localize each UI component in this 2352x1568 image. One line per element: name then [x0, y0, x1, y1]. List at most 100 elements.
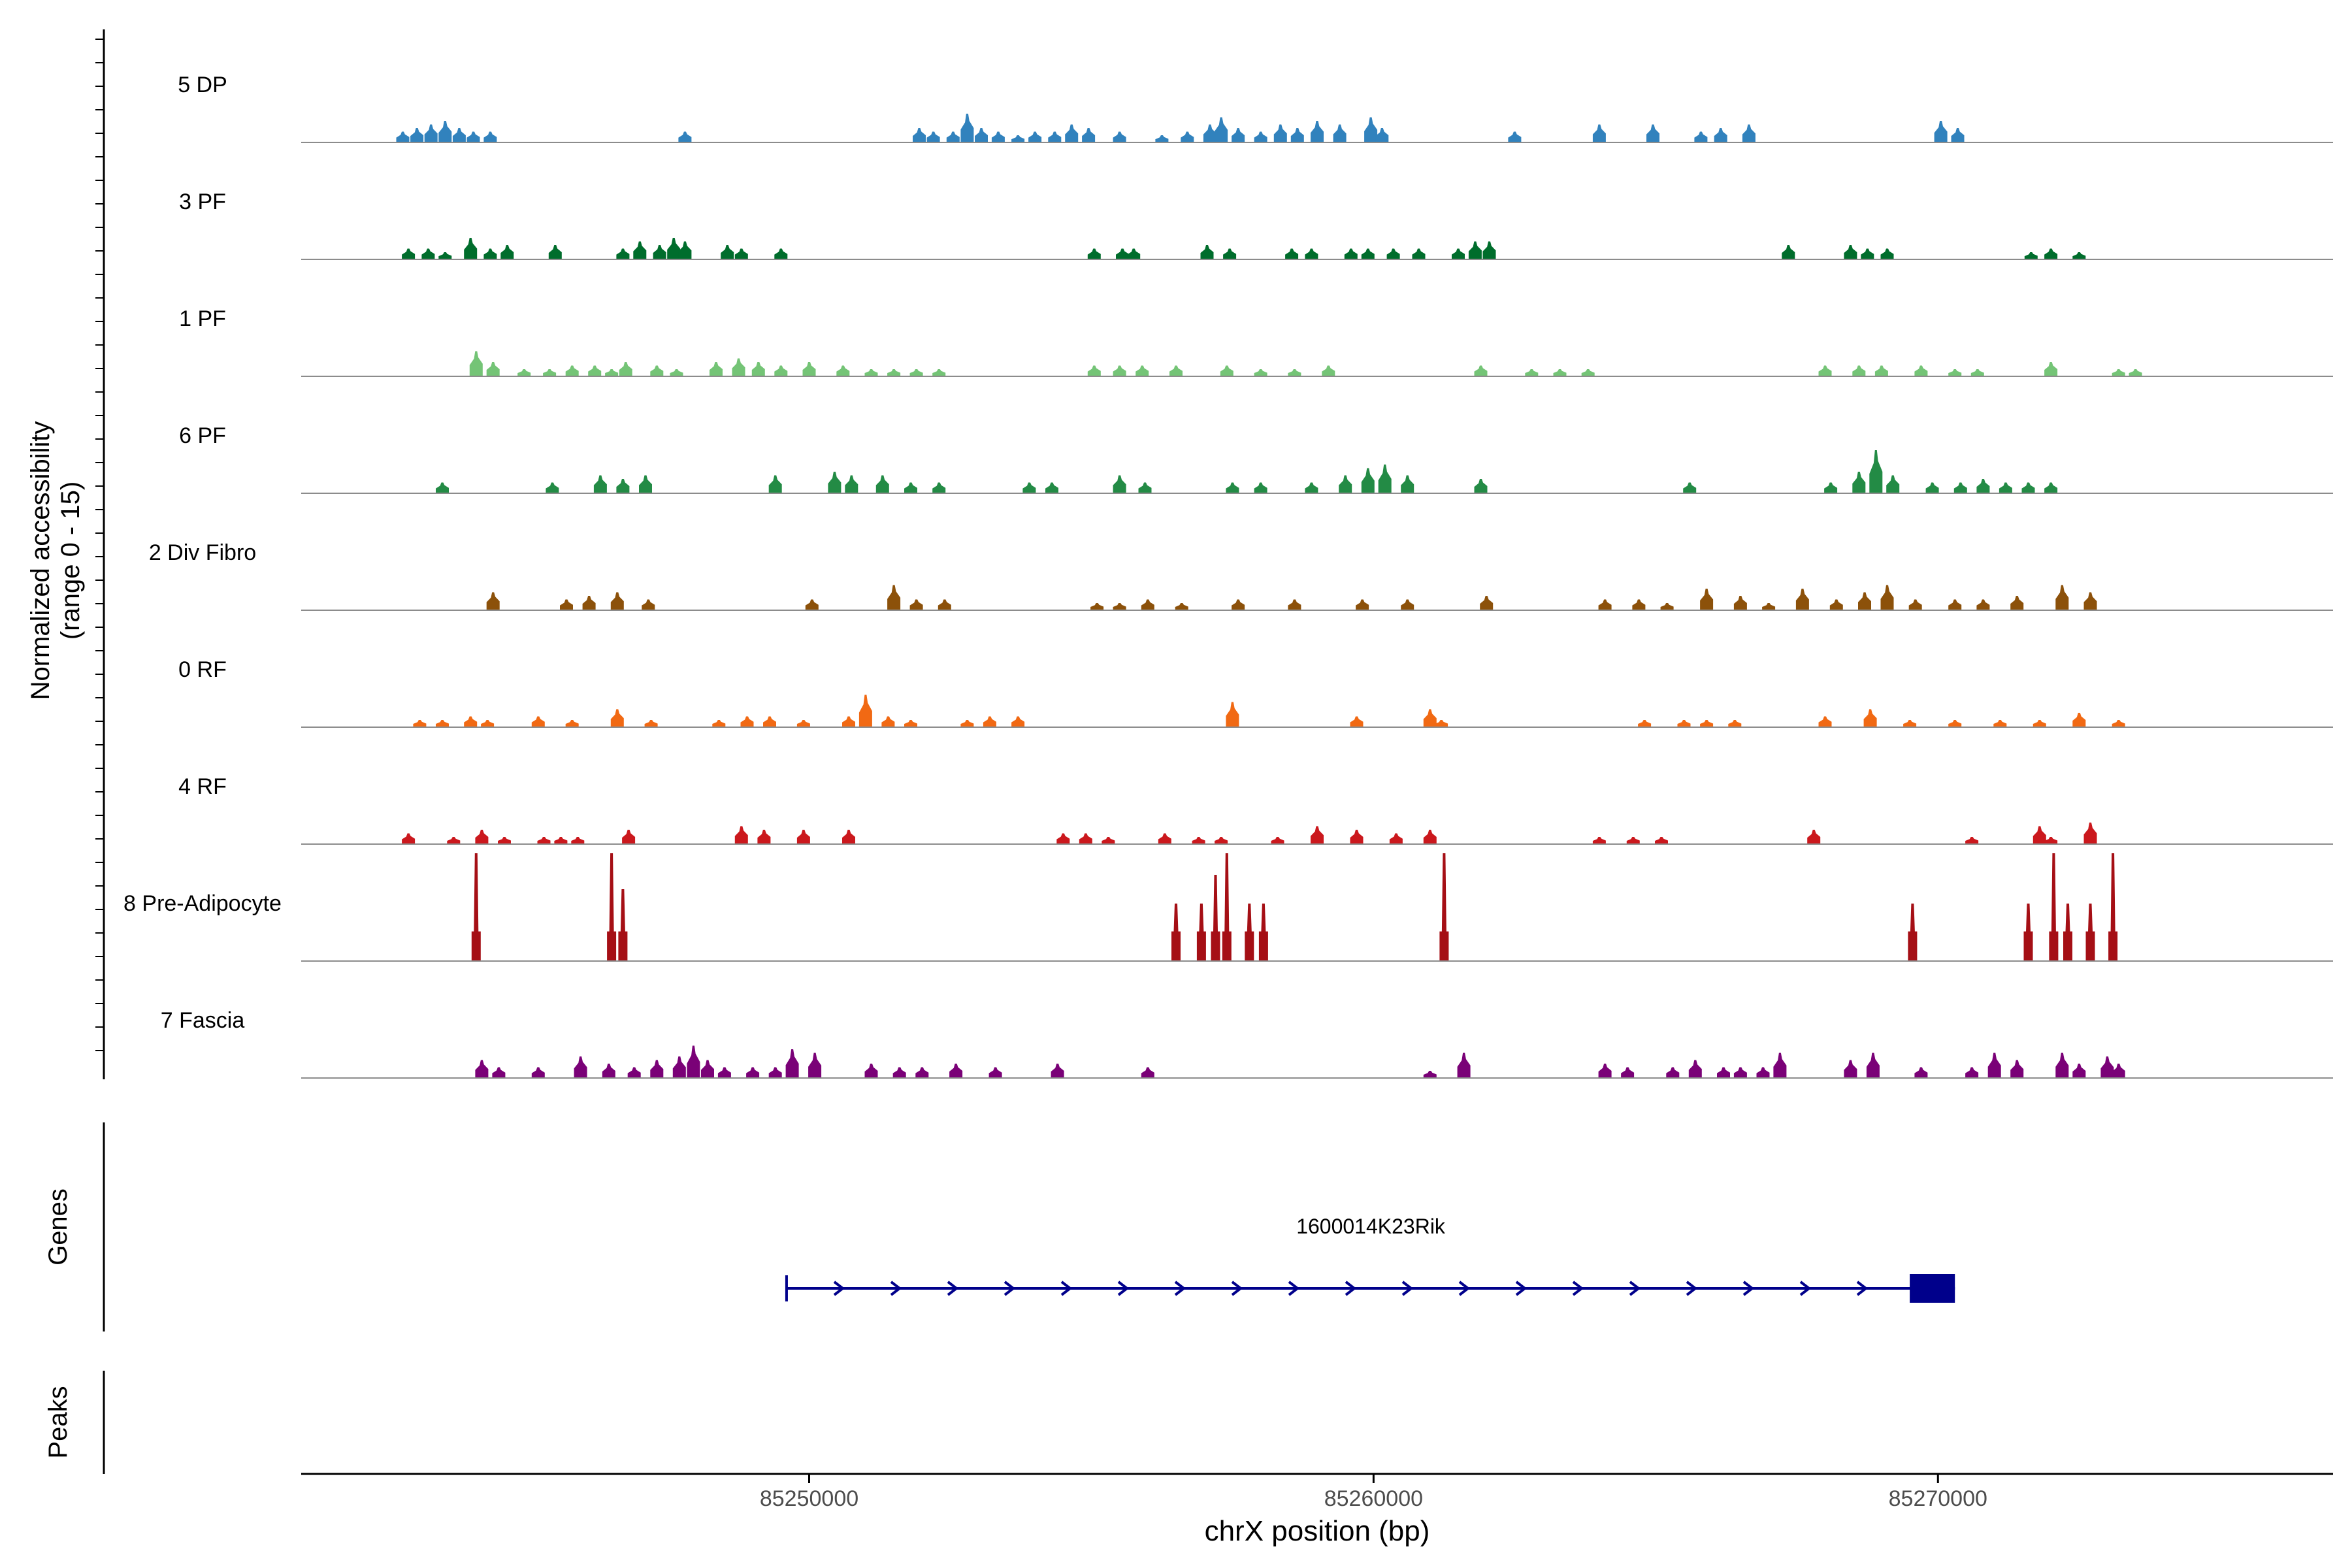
coverage-peak: [1401, 475, 1414, 493]
coverage-peak: [1311, 826, 1324, 844]
coverage-peak: [438, 252, 452, 259]
coverage-peak: [483, 131, 497, 142]
coverage-peak: [1844, 245, 1857, 259]
coverage-peak: [734, 826, 748, 844]
coverage-peak: [1598, 599, 1612, 610]
coverage-peak: [1508, 131, 1522, 142]
coverage-peak: [618, 889, 628, 961]
coverage-peak: [1028, 131, 1042, 142]
coverage-peak: [960, 720, 974, 727]
coverage-peak: [842, 716, 855, 727]
coverage-peak: [1844, 1060, 1857, 1078]
coverage-peak: [486, 592, 500, 610]
coverage-peak: [1271, 837, 1284, 844]
coverage-peak: [946, 131, 960, 142]
coverage-peak: [1211, 875, 1220, 961]
coverage-peak: [1993, 720, 2007, 727]
coverage-peak: [909, 369, 923, 376]
coverage-peak: [1934, 121, 1948, 142]
strand-arrow: [1742, 1281, 1755, 1296]
coverage-peak: [1333, 124, 1347, 142]
coverage-peak: [2072, 713, 2086, 727]
coverage-peak: [960, 114, 974, 142]
coverage-peak: [1412, 248, 1426, 259]
coverage-track: 4 RF: [178, 774, 2333, 845]
coverage-peak: [1215, 837, 1228, 844]
coverage-peak: [1482, 241, 1496, 259]
coverage-peak: [717, 1067, 731, 1078]
coverage-peak: [1908, 904, 1918, 961]
coverage-peak: [1439, 853, 1449, 961]
coverage-peak: [1254, 482, 1267, 493]
coverage-peak: [1474, 365, 1488, 376]
coverage-peak: [1700, 589, 1714, 610]
coverage-peak: [410, 128, 424, 142]
coverage-peak: [1953, 482, 1967, 493]
x-tick-label: 85260000: [1324, 1486, 1423, 1511]
coverage-peak: [1632, 599, 1646, 610]
coverage-peak: [1155, 135, 1169, 142]
coverage-peak: [1598, 1064, 1612, 1078]
coverage-track: 6 PF: [179, 423, 2333, 494]
coverage-peak: [864, 1064, 878, 1078]
strand-arrow: [1117, 1281, 1130, 1296]
coverage-track: 7 Fascia: [161, 1008, 2333, 1079]
coverage-peak: [2100, 1056, 2114, 1078]
coverage-peak: [740, 716, 754, 727]
coverage-peak: [1646, 124, 1659, 142]
strand-arrow: [1686, 1281, 1698, 1296]
coverage-peak: [1861, 248, 1874, 259]
x-axis-label: chrX position (bp): [1205, 1515, 1430, 1547]
coverage-peak: [1925, 482, 1939, 493]
coverage-peak: [543, 369, 557, 376]
coverage-peak: [424, 124, 438, 142]
coverage-peak: [2083, 823, 2097, 844]
coverage-peak: [785, 1049, 799, 1078]
coverage-peak: [1138, 482, 1152, 493]
coverage-peak: [1951, 128, 1965, 142]
coverage-peak: [1079, 833, 1092, 844]
coverage-peak: [1288, 369, 1301, 376]
coverage-peak: [1113, 131, 1126, 142]
coverage-peak: [436, 720, 449, 727]
coverage-peak: [774, 248, 788, 259]
coverage-track: 0 RF: [178, 657, 2333, 728]
coverage-peak: [481, 720, 495, 727]
coverage-track: 5 DP: [178, 73, 2333, 143]
coverage-peak: [1818, 716, 1832, 727]
coverage-peak: [746, 1067, 760, 1078]
track-label: 0 RF: [178, 657, 227, 682]
coverage-peak: [2010, 1060, 2024, 1078]
coverage-peak: [1200, 245, 1214, 259]
coverage-peak: [983, 716, 996, 727]
coverage-peak: [565, 365, 579, 376]
coverage-peak: [2044, 362, 2058, 376]
coverage-peak: [1965, 1067, 1979, 1078]
coverage-peak: [1175, 603, 1188, 610]
coverage-peak: [949, 1064, 963, 1078]
coverage-peak: [1773, 1053, 1787, 1078]
strand-arrow: [1572, 1281, 1584, 1296]
coverage-peak: [466, 131, 480, 142]
coverage-peak: [802, 362, 816, 376]
coverage-peak: [710, 362, 723, 376]
coverage-peak: [932, 482, 946, 493]
coverage-peak: [845, 475, 858, 493]
coverage-peak: [1435, 720, 1448, 727]
coverage-peak: [1660, 603, 1674, 610]
coverage-peak: [858, 694, 872, 727]
coverage-peak: [1048, 131, 1062, 142]
coverage-peak: [1626, 837, 1640, 844]
coverage-peak: [734, 248, 748, 259]
coverage-peak: [2063, 904, 2072, 961]
strand-arrow: [1345, 1281, 1357, 1296]
coverage-peak: [1829, 599, 1843, 610]
coverage-peak: [687, 1045, 700, 1078]
coverage-peak: [2129, 369, 2142, 376]
coverage-peak: [975, 128, 988, 142]
coverage-peak: [1714, 128, 1727, 142]
coverage-peak: [1375, 128, 1389, 142]
coverage-peak: [1288, 599, 1301, 610]
coverage-peak: [2049, 853, 2059, 961]
coverage-peak: [1694, 131, 1708, 142]
